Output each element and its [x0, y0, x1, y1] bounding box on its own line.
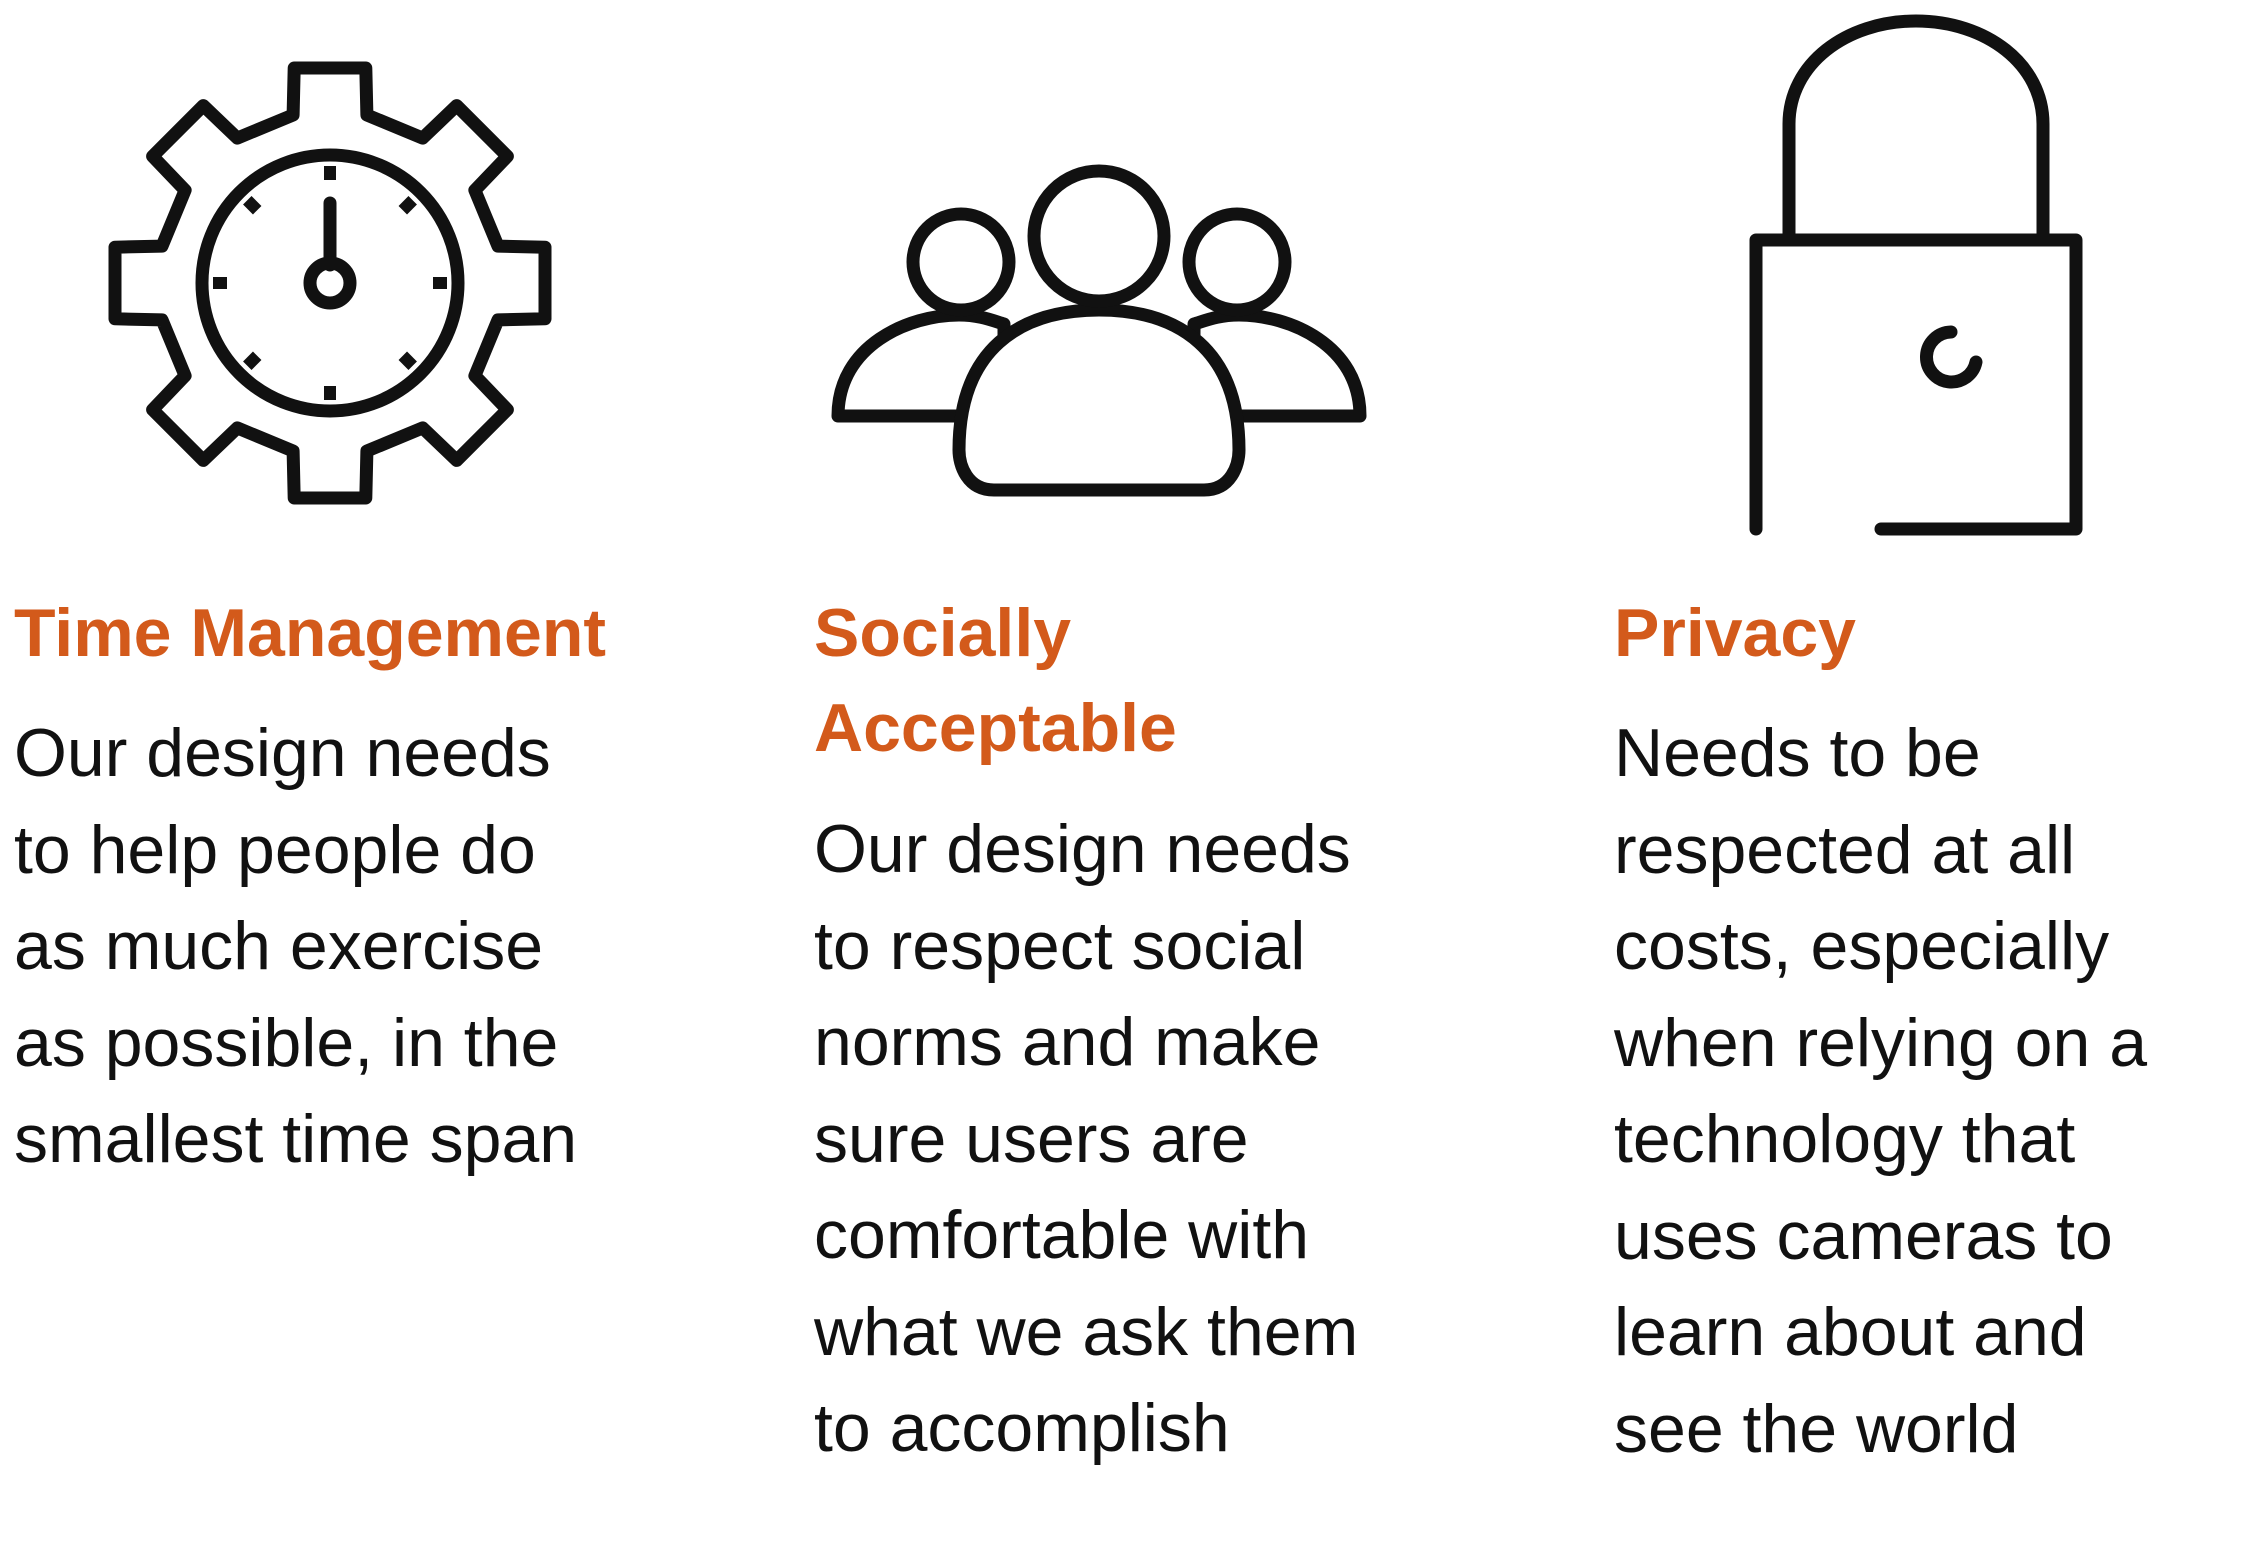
- time-management-column: Time Management Our design needs to help…: [0, 0, 790, 1547]
- clock-tick: [398, 196, 417, 215]
- socially-acceptable-heading: Socially Acceptable: [814, 595, 1177, 766]
- time-management-heading: Time Management: [14, 595, 607, 671]
- clock-tick: [243, 351, 262, 370]
- time-management-description: Our design needs to help people do as mu…: [14, 715, 578, 1177]
- socially-acceptable-column: Socially Acceptable Our design needs to …: [800, 0, 1590, 1547]
- clock-tick: [398, 351, 417, 370]
- clock-tick: [243, 196, 262, 215]
- padlock-icon: [1749, 14, 2083, 536]
- socially-acceptable-description: Our design needs to respect social norms…: [814, 811, 1359, 1466]
- group-people-icon: [831, 164, 1367, 497]
- privacy-column: Privacy Needs to be respected at all cos…: [1600, 0, 2248, 1547]
- gear-clock-icon: [108, 61, 552, 505]
- privacy-heading: Privacy: [1614, 595, 1856, 671]
- privacy-description: Needs to be respected at all costs, espe…: [1614, 715, 2148, 1467]
